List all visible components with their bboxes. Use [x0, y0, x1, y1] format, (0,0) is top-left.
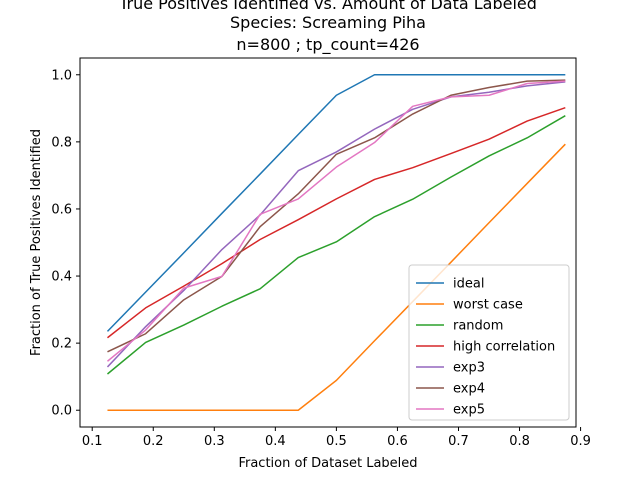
legend: ideal worst case random high correlation exp… — [408, 264, 570, 421]
y-tick-label: 0.8 — [51, 135, 72, 150]
axes-frame — [79, 57, 577, 428]
series-line-exp4 — [107, 79, 566, 353]
chart-title-line-1: True Positives Identified vs. Amount of … — [118, 0, 537, 13]
x-tick-label: 0.6 — [387, 434, 408, 449]
legend-label-high-correlation: high correlation — [453, 340, 555, 355]
series-line-high-correlation — [107, 106, 566, 339]
plot-area — [106, 74, 566, 411]
legend-label-exp5: exp5 — [453, 403, 485, 418]
series-line-random — [106, 115, 566, 375]
x-tick-label: 0.8 — [509, 434, 530, 449]
x-tick-label: 0.5 — [326, 434, 347, 449]
legend-label-random: random — [453, 319, 503, 334]
x-axis-label: Fraction of Dataset Labeled — [238, 456, 417, 471]
y-tick-label: 0.0 — [51, 404, 72, 419]
y-axis-label: Fraction of True Positives Identified — [29, 129, 44, 356]
x-tick-label: 0.7 — [448, 434, 469, 449]
series-line-ideal — [106, 74, 566, 332]
y-tick-label: 1.0 — [51, 68, 72, 83]
y-tick-label: 0.6 — [51, 202, 72, 217]
series-line-exp5 — [106, 80, 566, 362]
chart-title-line-2: Species: Screaming Piha — [230, 13, 426, 32]
y-axis: 0.0 0.2 0.4 0.6 0.8 1.0 — [51, 68, 80, 419]
x-tick-label: 0.1 — [82, 434, 103, 449]
legend-label-worst-case: worst case — [453, 298, 523, 313]
y-tick-label: 0.2 — [51, 337, 72, 352]
x-tick-label: 0.3 — [204, 434, 225, 449]
legend-label-ideal: ideal — [453, 277, 484, 292]
x-tick-label: 0.2 — [143, 434, 164, 449]
legend-label-exp4: exp4 — [453, 382, 485, 397]
x-tick-label: 0.9 — [570, 434, 591, 449]
y-tick-label: 0.4 — [51, 270, 72, 285]
x-tick-label: 0.4 — [265, 434, 286, 449]
chart-title-line-3: n=800 ; tp_count=426 — [236, 35, 419, 55]
series-line-exp3 — [106, 81, 566, 368]
legend-box — [408, 264, 570, 421]
series-line-worst-case — [107, 143, 566, 411]
x-axis: 0.1 0.2 0.3 0.4 0.5 0.6 0.7 0.8 0.9 — [82, 427, 591, 449]
legend-label-exp3: exp3 — [453, 361, 485, 376]
